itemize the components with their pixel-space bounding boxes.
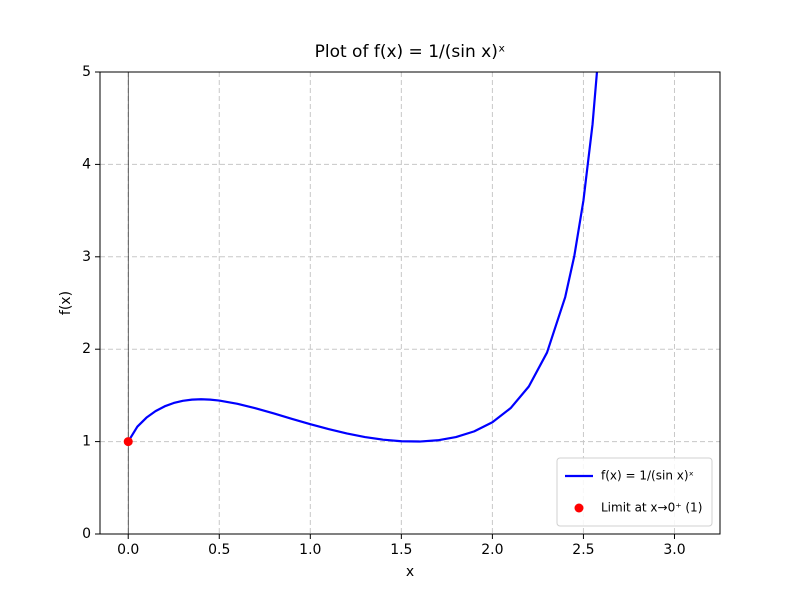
axes-frame <box>99 71 721 535</box>
legend-marker <box>574 503 584 513</box>
plot-area <box>123 72 599 447</box>
y-axis-label: f(x) <box>58 291 74 315</box>
x-tick-label: 2.0 <box>481 542 503 558</box>
y-tick-label: 2 <box>82 341 91 357</box>
line <box>127 72 599 443</box>
x-tick-label: 0.0 <box>117 542 139 558</box>
x-tick-label: 0.5 <box>208 542 230 558</box>
y-tick-label: 0 <box>82 526 91 542</box>
x-tick-label: 1.0 <box>299 542 321 558</box>
legend-box <box>556 457 713 527</box>
x-tick-label: 2.5 <box>572 542 594 558</box>
chart-title: Plot of f(x) = 1/(sin x)ˣ <box>315 42 506 62</box>
y-tick-label: 5 <box>82 64 91 80</box>
y-tick-label: 4 <box>82 156 91 172</box>
x-tick-label: 1.5 <box>390 542 412 558</box>
y-tick-label: 3 <box>82 249 91 265</box>
x-tick-label: 3.0 <box>663 542 685 558</box>
legend-label: Limit at x→0⁺ (1) <box>601 501 702 515</box>
point <box>123 437 133 447</box>
legend-label: f(x) = 1/(sin x)ˣ <box>601 469 694 483</box>
x-axis-label: x <box>406 564 414 580</box>
y-tick-label: 1 <box>82 434 91 450</box>
